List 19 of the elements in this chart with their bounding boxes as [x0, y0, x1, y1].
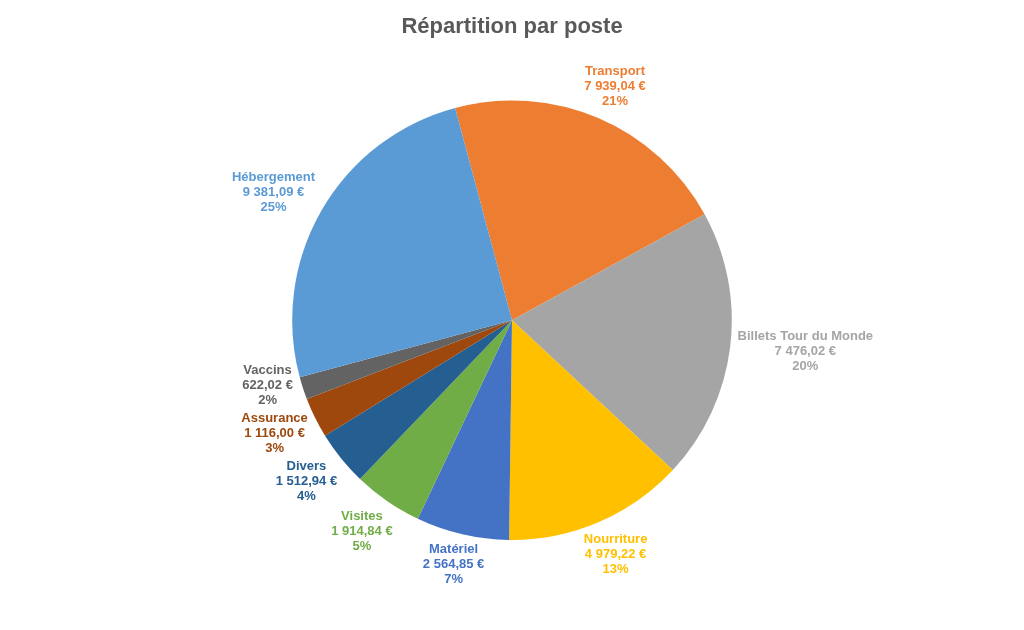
data-label: 7 939,04 € 21%: [584, 77, 646, 108]
data-label: 9 381,09 € 25%: [242, 183, 305, 214]
chart-title: Répartition par poste: [401, 13, 623, 39]
slice-label: Transport: [585, 62, 646, 78]
data-label: 1 512,94 € 4%: [275, 473, 338, 504]
slice-label: Divers: [286, 458, 327, 474]
slice-label: Billets Tour du Monde: [737, 327, 874, 343]
data-label: 1 914,84 € 5%: [331, 522, 393, 553]
slice-label: Hébergement: [231, 168, 316, 184]
slice-label: Vaccins: [243, 361, 292, 377]
data-label: 4 979,22 € 13%: [584, 545, 647, 576]
data-label: 622,02 € 2%: [242, 376, 293, 407]
slice-label: Nourriture: [583, 530, 648, 546]
data-label: 7 476,02 € 20%: [774, 342, 837, 373]
data-label: 2 564,85 € 7%: [422, 555, 485, 586]
slice-label: Visites: [341, 507, 383, 523]
slice-label: Assurance: [241, 409, 308, 425]
slice-label: Matériel: [429, 540, 479, 556]
data-label: 1 116,00 € 3%: [244, 424, 305, 455]
